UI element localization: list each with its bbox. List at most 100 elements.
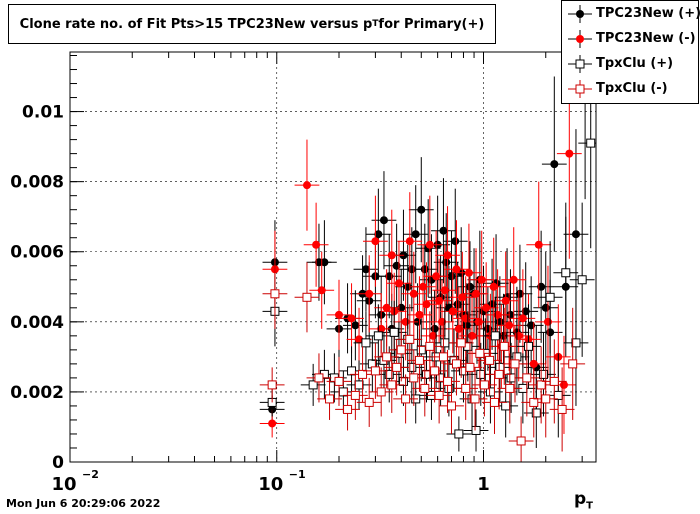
data-point bbox=[456, 223, 482, 322]
marker bbox=[505, 321, 514, 330]
filled-circle-marker-icon bbox=[568, 5, 592, 23]
marker bbox=[506, 310, 515, 319]
marker bbox=[477, 275, 486, 284]
marker bbox=[452, 265, 461, 274]
marker bbox=[405, 334, 415, 344]
data-point bbox=[317, 377, 342, 420]
data-point bbox=[435, 206, 460, 305]
data-point bbox=[303, 202, 329, 287]
marker bbox=[435, 296, 444, 305]
chart-title-subscript: T bbox=[372, 19, 379, 29]
marker bbox=[465, 282, 474, 291]
data-point bbox=[528, 346, 554, 424]
marker bbox=[443, 251, 452, 260]
marker bbox=[568, 359, 578, 369]
data-point bbox=[386, 241, 412, 326]
marker bbox=[561, 268, 571, 278]
data-point bbox=[414, 262, 439, 347]
marker bbox=[440, 338, 450, 348]
x-tick-label: 10 bbox=[258, 474, 283, 495]
marker bbox=[351, 321, 360, 330]
marker bbox=[425, 240, 434, 249]
marker bbox=[531, 408, 541, 418]
marker bbox=[462, 321, 471, 330]
data-point bbox=[403, 185, 429, 284]
data-point bbox=[477, 325, 502, 396]
y-tick-label: 0.002 bbox=[10, 383, 64, 403]
marker bbox=[302, 181, 311, 190]
marker bbox=[550, 160, 559, 169]
marker bbox=[559, 380, 568, 389]
data-point bbox=[482, 370, 507, 434]
legend-label: TPC23New (-) bbox=[596, 31, 696, 46]
data-point bbox=[422, 339, 448, 403]
data-point bbox=[523, 377, 549, 448]
marker bbox=[510, 359, 520, 369]
data-point bbox=[553, 202, 579, 343]
y-tick-label: 0.01 bbox=[22, 103, 64, 123]
marker bbox=[429, 331, 438, 340]
marker bbox=[471, 425, 481, 435]
chart-title: Clone rate no. of Fit Pts>15 TPC23New ve… bbox=[8, 4, 496, 44]
marker bbox=[529, 359, 538, 368]
marker bbox=[468, 331, 477, 340]
marker bbox=[446, 401, 456, 411]
marker bbox=[405, 237, 414, 246]
data-point bbox=[535, 265, 561, 378]
marker bbox=[425, 341, 435, 351]
marker bbox=[465, 362, 475, 372]
data-point bbox=[326, 279, 352, 350]
marker bbox=[382, 352, 392, 362]
marker bbox=[377, 324, 386, 333]
timestamp: Mon Jun 6 20:29:06 2022 bbox=[6, 497, 161, 510]
data-point bbox=[309, 251, 335, 329]
data-point bbox=[478, 360, 503, 424]
data-point bbox=[342, 290, 368, 361]
marker bbox=[387, 380, 397, 390]
marker bbox=[371, 237, 380, 246]
data-point bbox=[379, 356, 405, 413]
data-point bbox=[569, 202, 595, 357]
data-point bbox=[501, 227, 527, 333]
data-point bbox=[407, 328, 432, 392]
axes: 0 0.002 0.004 0.006 0.008 0.01 10 −2 10 −1 1 bbox=[10, 52, 583, 495]
marker bbox=[458, 293, 467, 302]
data-point bbox=[397, 304, 423, 375]
marker bbox=[553, 390, 563, 400]
data-point bbox=[469, 230, 495, 329]
marker bbox=[419, 282, 428, 291]
data-point bbox=[482, 297, 508, 375]
marker bbox=[470, 394, 480, 404]
data-point bbox=[426, 367, 452, 424]
data-point bbox=[502, 325, 528, 403]
data-point bbox=[457, 241, 483, 333]
data-point bbox=[429, 279, 455, 364]
marker bbox=[505, 383, 515, 393]
data-point bbox=[563, 279, 589, 406]
x-tick-label: 10 bbox=[51, 474, 76, 495]
marker bbox=[549, 376, 559, 386]
marker bbox=[308, 380, 318, 390]
data-point bbox=[410, 244, 436, 329]
marker bbox=[364, 397, 374, 407]
marker bbox=[385, 272, 394, 281]
legend-label: TpxClu (+) bbox=[596, 56, 674, 71]
marker bbox=[571, 230, 580, 239]
data-point bbox=[417, 195, 443, 294]
marker bbox=[414, 355, 424, 365]
marker bbox=[394, 279, 403, 288]
chart-title-prefix: Clone rate no. of Fit Pts>15 TPC23New ve… bbox=[19, 16, 373, 32]
plot-frame bbox=[69, 51, 597, 463]
marker bbox=[409, 289, 418, 298]
data-point bbox=[486, 339, 512, 410]
marker bbox=[387, 251, 396, 260]
marker bbox=[374, 230, 383, 239]
marker bbox=[577, 275, 587, 285]
marker bbox=[268, 419, 277, 428]
marker bbox=[451, 359, 461, 369]
marker bbox=[373, 331, 383, 341]
data-point bbox=[339, 283, 364, 354]
legend-entry-tpxclu-plus: TpxClu (+) bbox=[562, 53, 698, 75]
marker bbox=[489, 282, 498, 291]
